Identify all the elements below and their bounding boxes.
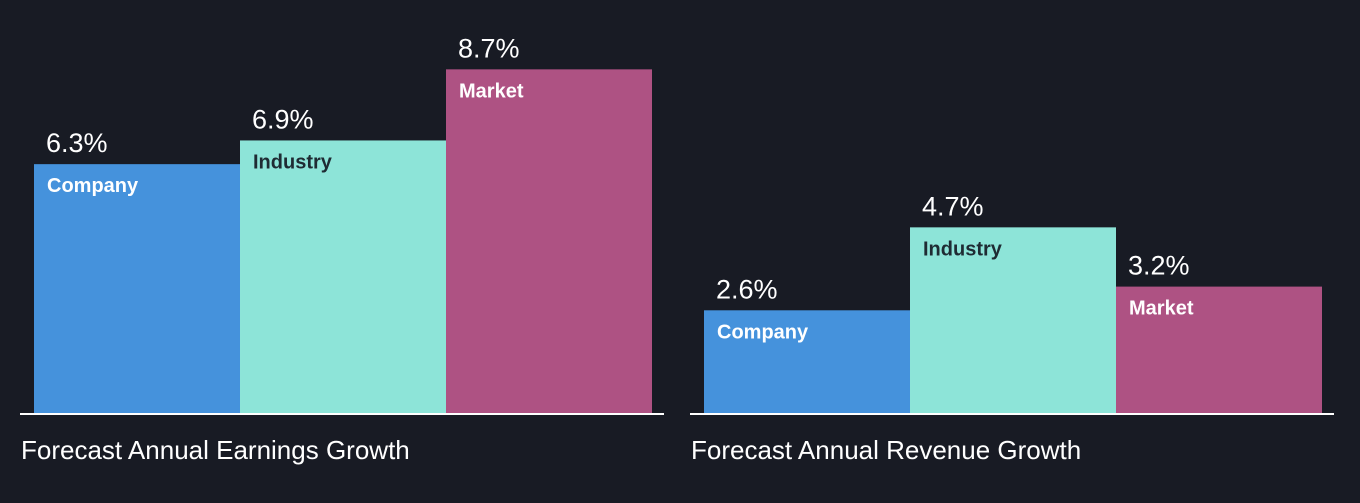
earnings-bar-market (446, 69, 652, 413)
revenue-bar-industry (910, 227, 1116, 413)
revenue-chart-title: Forecast Annual Revenue Growth (691, 435, 1081, 465)
revenue-value-label-market: 3.2% (1128, 251, 1190, 281)
earnings-bar-company (34, 164, 240, 413)
revenue-bar-market (1116, 286, 1322, 413)
revenue-value-label-company: 2.6% (716, 274, 778, 304)
earnings-value-label-industry: 6.9% (252, 104, 314, 134)
earnings-category-label-company: Company (47, 175, 139, 197)
revenue-category-label-market: Market (1129, 298, 1194, 320)
revenue-bar-company (704, 310, 910, 413)
earnings-category-label-market: Market (459, 80, 524, 102)
revenue-category-label-industry: Industry (923, 238, 1003, 260)
earnings-value-label-market: 8.7% (458, 33, 520, 63)
earnings-chart-title: Forecast Annual Earnings Growth (21, 435, 410, 465)
earnings-bar-industry (240, 140, 446, 413)
revenue-value-label-industry: 4.7% (922, 191, 984, 221)
earnings-category-label-industry: Industry (253, 151, 333, 173)
revenue-category-label-company: Company (717, 321, 809, 343)
earnings-value-label-company: 6.3% (46, 128, 108, 158)
